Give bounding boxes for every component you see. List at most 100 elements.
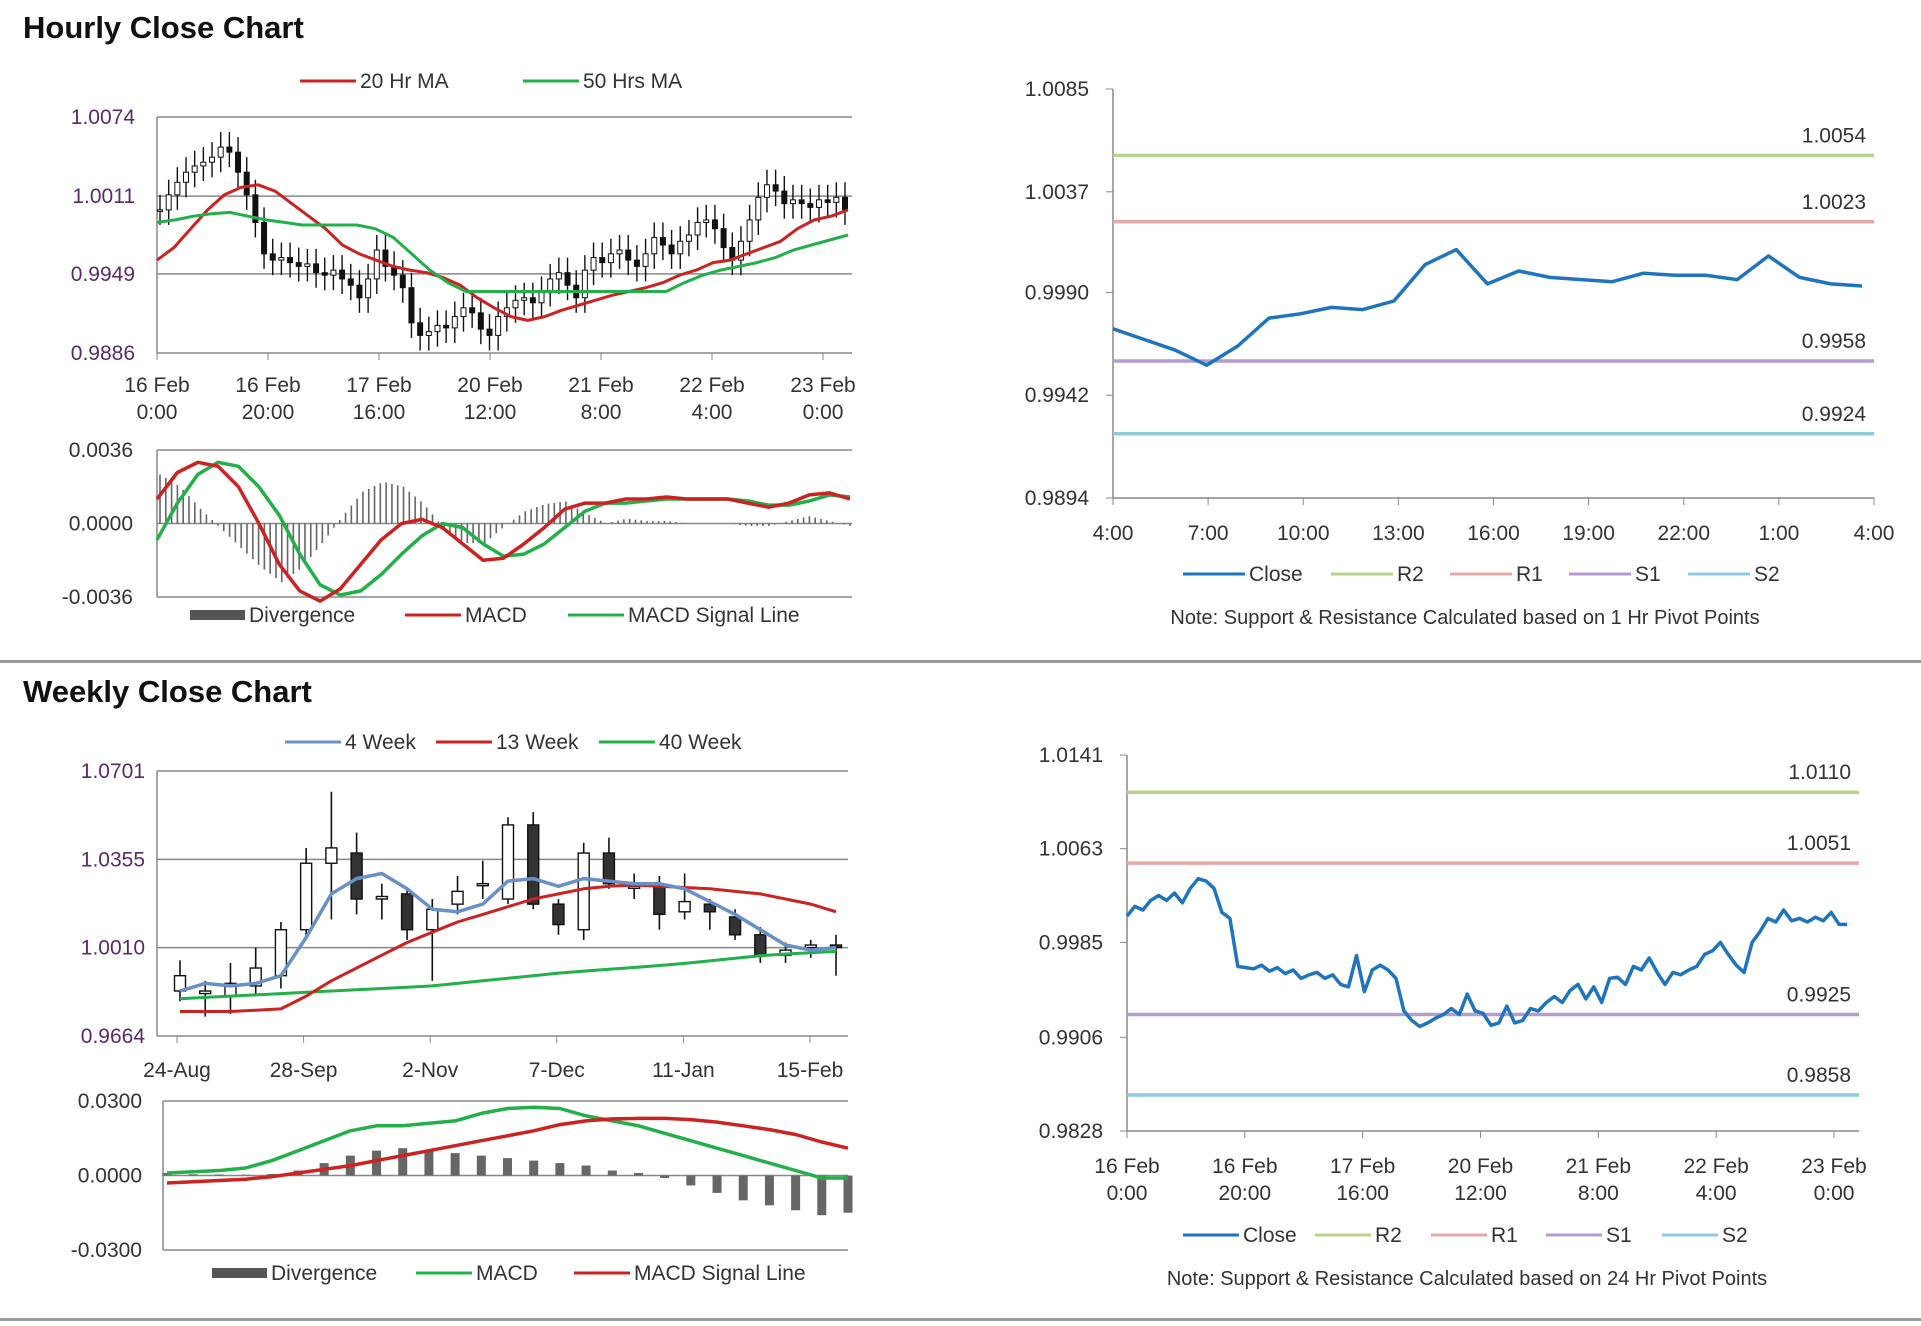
x-tick-label: 16:00	[1467, 522, 1520, 545]
y-tick-label: 1.0063	[1039, 838, 1103, 861]
x-tick-label: 28-Sep	[270, 1059, 338, 1082]
candle-body	[157, 209, 163, 212]
legend-divergence-label: Divergence	[249, 604, 355, 627]
candle-body	[426, 908, 439, 931]
divergence-bar	[817, 1175, 827, 1216]
candle-body	[602, 852, 616, 885]
candle-body	[711, 219, 718, 230]
y-tick-label: 0.0000	[78, 1165, 142, 1188]
x-tick-label: 24-Aug	[143, 1059, 211, 1082]
x-tick-label: 23 Feb	[790, 374, 855, 397]
x-tick-label: 19:00	[1562, 522, 1615, 545]
y-tick-label: -0.0300	[71, 1239, 142, 1262]
x-tick-label: 12:00	[1454, 1182, 1507, 1205]
macd-line	[166, 1105, 848, 1180]
candle-body	[356, 284, 363, 299]
y-tick-label: 0.9942	[1025, 384, 1089, 407]
x-tick-label: 2-Nov	[402, 1059, 459, 1082]
candle-body	[434, 324, 441, 333]
candle-body	[607, 253, 614, 264]
y-tick-label: 0.9886	[71, 342, 135, 365]
candle-body	[191, 165, 198, 173]
y-tick-label: 1.0355	[81, 848, 145, 871]
legend-r1-label: R1	[1516, 563, 1543, 586]
candle-body	[728, 916, 742, 936]
x-tick-label: 16 Feb	[235, 374, 300, 397]
ma50-line	[156, 210, 849, 293]
legend-divergence-swatch	[190, 610, 245, 620]
candle-body	[521, 297, 528, 301]
legend-s2-label: S2	[1754, 563, 1780, 586]
candle-body	[399, 274, 406, 289]
candle-body	[325, 847, 338, 864]
candle-body	[243, 171, 250, 196]
candle-body	[261, 221, 268, 255]
divergence-bar	[372, 1150, 382, 1176]
level-r2-label: 1.0054	[1802, 124, 1867, 147]
candle-body	[599, 257, 606, 264]
divergence-bar	[450, 1153, 460, 1176]
candle-body	[653, 885, 666, 916]
level-s1-label: 0.9958	[1802, 330, 1866, 353]
candle-body	[269, 253, 276, 261]
divergence-bar	[398, 1148, 408, 1176]
divergence-bar	[214, 1174, 224, 1176]
y-tick-label: 0.0300	[78, 1090, 142, 1113]
x-tick-label: 0:00	[137, 401, 178, 424]
candle-body	[460, 307, 467, 318]
candle-body	[304, 263, 311, 267]
candle-body	[798, 199, 805, 205]
x-tick-label: 4:00	[1854, 522, 1895, 545]
candle-body	[486, 328, 493, 336]
pivot-note: Note: Support & Resistance Calculated ba…	[1167, 1268, 1767, 1290]
legend-divergence-swatch	[212, 1268, 267, 1278]
candle-body	[754, 934, 767, 956]
candle-body	[804, 944, 817, 949]
x-tick-label: 1:00	[1758, 522, 1799, 545]
x-tick-label: 4:00	[1093, 522, 1134, 545]
x-tick-label: 8:00	[1578, 1182, 1619, 1205]
divergence-bar	[529, 1160, 539, 1176]
candle-body	[789, 199, 796, 205]
ma40-line	[179, 949, 837, 1001]
candle-body	[642, 253, 649, 267]
candle-body	[720, 228, 727, 249]
x-tick-label: 22 Feb	[679, 374, 744, 397]
divergence-bar	[267, 1174, 277, 1176]
x-tick-label: 21 Feb	[1566, 1155, 1631, 1178]
macd-signal-line	[166, 1116, 849, 1185]
legend-close-label: Close	[1249, 563, 1303, 586]
x-tick-label: 20 Feb	[1448, 1155, 1513, 1178]
x-tick-label: 0:00	[1107, 1182, 1148, 1205]
candle-body	[199, 990, 212, 995]
y-tick-label: 1.0037	[1025, 181, 1089, 204]
x-tick-label: 15-Feb	[777, 1059, 844, 1082]
legend-macd-label: MACD	[465, 604, 527, 627]
x-tick-label: 0:00	[1814, 1182, 1855, 1205]
divergence-bar	[241, 1174, 251, 1176]
hourly-section-title: Hourly Close Chart	[23, 10, 304, 45]
x-tick-label: 20:00	[242, 401, 295, 424]
x-tick-label: 20:00	[1219, 1182, 1272, 1205]
candle-body	[755, 196, 762, 221]
candle-body	[815, 199, 822, 208]
candle-body	[347, 278, 354, 286]
candle-body	[577, 852, 590, 931]
candle-body	[501, 824, 515, 900]
candle-body	[443, 324, 450, 329]
legend-r2-label: R2	[1397, 563, 1424, 586]
ma13-line	[180, 883, 837, 1013]
divergence-bar	[712, 1175, 722, 1193]
candle-body	[552, 903, 565, 926]
x-tick-label: 13:00	[1372, 522, 1425, 545]
candle-body	[781, 190, 788, 205]
x-tick-label: 16 Feb	[1212, 1155, 1277, 1178]
y-tick-label: 0.9894	[1025, 487, 1090, 510]
y-tick-label: 1.0074	[71, 106, 136, 129]
candle-body	[339, 269, 346, 280]
x-tick-label: 16:00	[1336, 1182, 1389, 1205]
candle-body	[209, 156, 216, 163]
candle-body	[451, 890, 464, 905]
y-tick-label: 1.0010	[81, 937, 145, 960]
candle-body	[668, 244, 675, 255]
